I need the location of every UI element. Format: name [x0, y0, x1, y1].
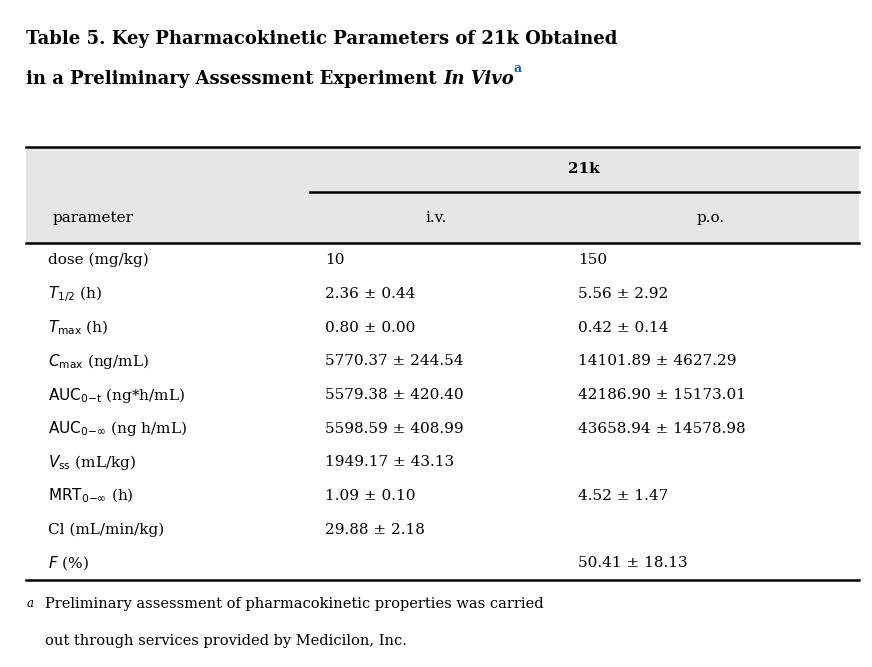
- Text: dose (mg/kg): dose (mg/kg): [48, 253, 149, 267]
- Text: 10: 10: [325, 253, 344, 267]
- Text: $T_{1/2}$ (h): $T_{1/2}$ (h): [48, 284, 102, 304]
- Text: In Vivo: In Vivo: [443, 70, 514, 88]
- Text: 2.36 ± 0.44: 2.36 ± 0.44: [325, 287, 416, 301]
- Text: Preliminary assessment of pharmacokinetic properties was carried: Preliminary assessment of pharmacokineti…: [45, 597, 544, 611]
- Text: a: a: [514, 62, 522, 75]
- Text: 5770.37 ± 244.54: 5770.37 ± 244.54: [325, 354, 464, 368]
- Text: 50.41 ± 18.13: 50.41 ± 18.13: [578, 556, 688, 570]
- Text: 1.09 ± 0.10: 1.09 ± 0.10: [325, 489, 416, 503]
- Text: $\mathrm{MRT}_{0\mathrm{-\infty}}$ (h): $\mathrm{MRT}_{0\mathrm{-\infty}}$ (h): [48, 487, 133, 506]
- Text: 21k: 21k: [569, 163, 600, 176]
- Text: $T_{\mathrm{max}}$ (h): $T_{\mathrm{max}}$ (h): [48, 318, 108, 337]
- Bar: [26, 147, 859, 243]
- Text: 0.42 ± 0.14: 0.42 ± 0.14: [578, 321, 669, 335]
- Text: 29.88 ± 2.18: 29.88 ± 2.18: [325, 523, 426, 537]
- Text: 14101.89 ± 4627.29: 14101.89 ± 4627.29: [578, 354, 737, 368]
- Text: $V_{\mathrm{ss}}$ (mL/kg): $V_{\mathrm{ss}}$ (mL/kg): [48, 453, 136, 472]
- Text: 5.56 ± 2.92: 5.56 ± 2.92: [578, 287, 668, 301]
- Text: 1949.17 ± 43.13: 1949.17 ± 43.13: [325, 456, 454, 470]
- Text: 5598.59 ± 408.99: 5598.59 ± 408.99: [325, 422, 464, 436]
- Text: $\mathrm{AUC}_{0\mathrm{-t}}$ (ng*h/mL): $\mathrm{AUC}_{0\mathrm{-t}}$ (ng*h/mL): [48, 386, 185, 404]
- Text: Cl (mL/min/kg): Cl (mL/min/kg): [48, 522, 164, 537]
- Text: out through services provided by Medicilon, Inc.: out through services provided by Medicil…: [45, 634, 407, 648]
- Text: Table 5. Key Pharmacokinetic Parameters of 21k Obtained: Table 5. Key Pharmacokinetic Parameters …: [26, 30, 617, 48]
- Text: $\mathrm{AUC}_{0\mathrm{-\infty}}$ (ng h/mL): $\mathrm{AUC}_{0\mathrm{-\infty}}$ (ng h…: [48, 420, 187, 438]
- Text: $C_{\mathrm{max}}$ (ng/mL): $C_{\mathrm{max}}$ (ng/mL): [48, 352, 149, 371]
- Text: i.v.: i.v.: [426, 211, 446, 225]
- Text: 5579.38 ± 420.40: 5579.38 ± 420.40: [325, 388, 464, 402]
- Text: p.o.: p.o.: [697, 211, 725, 225]
- Text: 150: 150: [578, 253, 607, 267]
- Text: a: a: [26, 597, 33, 610]
- Text: 0.80 ± 0.00: 0.80 ± 0.00: [325, 321, 416, 335]
- Text: in a Preliminary Assessment Experiment: in a Preliminary Assessment Experiment: [26, 70, 443, 88]
- Text: parameter: parameter: [52, 211, 133, 225]
- Text: 4.52 ± 1.47: 4.52 ± 1.47: [578, 489, 668, 503]
- Text: $F$ (%): $F$ (%): [48, 554, 89, 572]
- Text: 42186.90 ± 15173.01: 42186.90 ± 15173.01: [578, 388, 746, 402]
- Text: 43658.94 ± 14578.98: 43658.94 ± 14578.98: [578, 422, 746, 436]
